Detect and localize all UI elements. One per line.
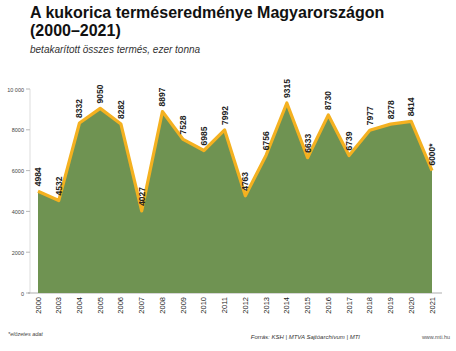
data-label: 7977 (365, 106, 375, 125)
y-tick-label: 8000 (12, 127, 24, 133)
data-label: 4763 (240, 172, 250, 191)
y-tick-label: 2000 (12, 250, 24, 256)
data-label: 8730 (323, 91, 333, 110)
data-label: 8414 (406, 97, 416, 116)
data-label: 8897 (157, 87, 167, 106)
source: Forrás: KSH | MTVA Sajtóarchívum | MTI (251, 334, 361, 340)
data-label: 9050 (95, 84, 105, 103)
data-label: 6739 (344, 131, 354, 150)
x-tick-label: 2006 (116, 297, 125, 314)
x-tick-label: 2010 (199, 297, 208, 314)
y-tick (26, 129, 30, 130)
title: A kukorica terméseredménye Magyarországo… (30, 4, 390, 40)
x-tick-label: 2008 (158, 297, 167, 314)
x-tick-label: 2020 (407, 297, 416, 314)
data-label: 6633 (303, 134, 313, 153)
area (38, 103, 432, 293)
data-label: 4532 (54, 176, 64, 195)
data-label: 4984 (33, 167, 43, 186)
data-label: 8282 (116, 100, 126, 119)
y-tick-label: 4000 (12, 209, 24, 215)
x-tick-label: 2007 (137, 297, 146, 314)
subtitle: betakarított összes termés, ezer tonna (30, 44, 200, 55)
plot (38, 103, 432, 293)
chart: 0 2000 4000 6000 8000 10 000 4984 4532 8332 9050 8… (0, 0, 456, 351)
y-tick-label: 10 000 (7, 87, 24, 93)
y-tick (26, 252, 30, 253)
credit: www.mti.hu (421, 334, 450, 340)
x-tick-label: 2016 (324, 297, 333, 314)
y-tick-label: 0 (21, 291, 24, 297)
y-tick-label: 6000 (12, 168, 24, 174)
y-tick (26, 89, 30, 90)
x-tick-label: 2021 (428, 297, 437, 314)
data-label: 8278 (386, 100, 396, 119)
data-label: 6000* (427, 143, 437, 166)
x-tick-label: 2019 (386, 297, 395, 314)
y-tick (26, 211, 30, 212)
data-label: 4027 (137, 187, 147, 206)
data-label: 9315 (282, 79, 292, 98)
data-label: 7528 (178, 115, 188, 134)
x-tick-label: 2000 (34, 297, 43, 314)
data-label: 6756 (261, 131, 271, 150)
note: *előzetes adat (8, 331, 43, 337)
x-tick-label: 2013 (262, 297, 271, 314)
x-tick-label: 2018 (365, 297, 374, 314)
x-tick-label: 2011 (220, 297, 229, 313)
data-label: 8332 (74, 99, 84, 118)
x-tick-label: 2012 (241, 297, 250, 314)
line (38, 103, 432, 211)
x-tick-label: 2005 (96, 297, 105, 314)
data-label: 6985 (199, 126, 209, 145)
x-tick-label: 2003 (54, 297, 63, 314)
x-tick-label: 2004 (75, 297, 84, 314)
data-label: 7992 (220, 106, 230, 125)
y-axis (30, 89, 31, 293)
x-tick-label: 2014 (282, 297, 291, 314)
x-tick-label: 2017 (345, 297, 354, 314)
x-tick-label: 2015 (303, 297, 312, 314)
x-tick-label: 2009 (179, 297, 188, 314)
y-tick (26, 170, 30, 171)
